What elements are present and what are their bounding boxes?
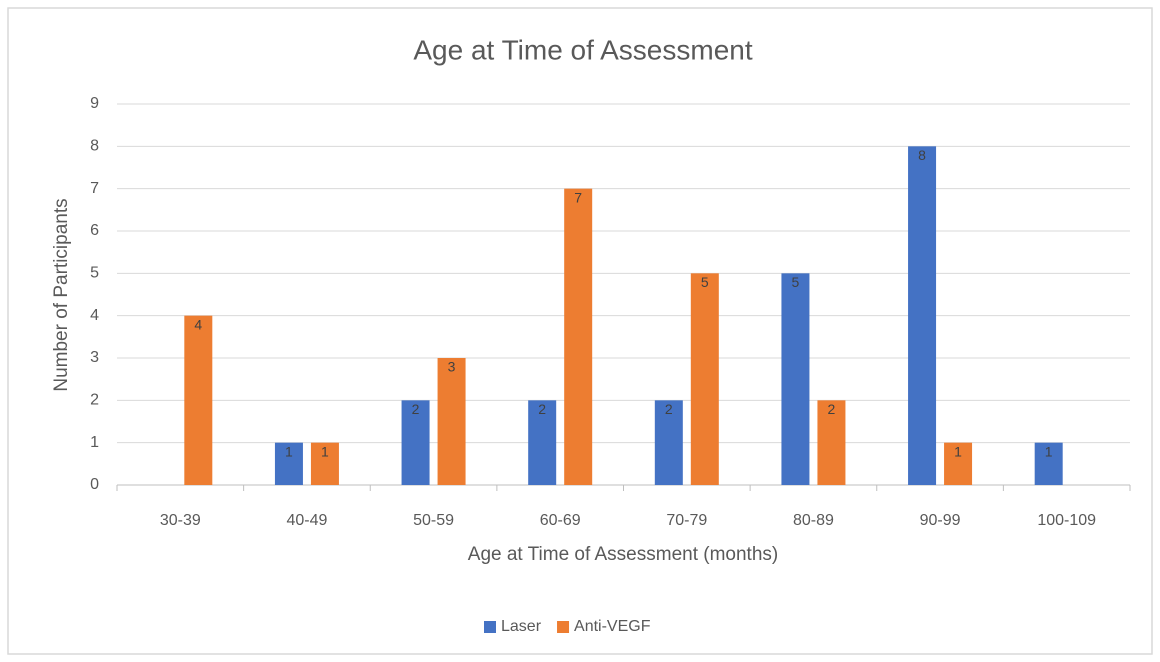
y-tick-label: 8 (90, 138, 99, 155)
y-tick-label: 3 (90, 349, 99, 366)
data-label: 1 (1045, 443, 1053, 459)
data-label: 1 (285, 443, 293, 459)
data-label: 1 (321, 443, 329, 459)
bar (654, 400, 683, 485)
x-axis-title: Age at Time of Assessment (months) (468, 544, 778, 565)
x-tick-label: 30-39 (160, 512, 201, 529)
bar (1034, 442, 1063, 485)
x-tick-label: 60-69 (540, 512, 581, 529)
legend-label: Anti-VEGF (574, 618, 651, 635)
y-tick-label: 4 (90, 307, 99, 324)
chart-title: Age at Time of Assessment (413, 34, 752, 65)
bar (274, 442, 303, 485)
data-label: 2 (665, 401, 673, 417)
bar (690, 273, 719, 485)
bar (908, 146, 937, 486)
data-label: 8 (918, 147, 926, 163)
legend-swatch (484, 621, 496, 633)
legend-label: Laser (501, 618, 542, 635)
x-tick-label: 50-59 (413, 512, 454, 529)
y-tick-label: 6 (90, 222, 99, 239)
x-tick-label: 100-109 (1037, 512, 1096, 529)
bar (817, 400, 846, 485)
bar (944, 442, 973, 485)
bar (310, 442, 339, 485)
x-tick-label: 70-79 (666, 512, 707, 529)
y-tick-label: 1 (90, 434, 99, 451)
data-label: 2 (538, 401, 546, 417)
data-label: 4 (194, 316, 202, 332)
y-axis-title: Number of Participants (51, 198, 72, 391)
bar (564, 188, 593, 485)
data-label: 3 (448, 359, 456, 375)
bar (184, 315, 213, 485)
x-tick-label: 40-49 (286, 512, 327, 529)
bar (437, 358, 466, 485)
data-label: 1 (954, 443, 962, 459)
data-label: 7 (574, 189, 582, 205)
legend-swatch (557, 621, 570, 633)
y-tick-label: 9 (90, 95, 99, 112)
data-label: 2 (828, 401, 836, 417)
y-tick-label: 5 (90, 265, 99, 282)
bar (401, 400, 430, 485)
x-tick-label: 90-99 (920, 512, 961, 529)
y-tick-label: 0 (90, 476, 99, 493)
y-tick-label: 2 (90, 392, 99, 409)
x-tick-label: 80-89 (793, 512, 834, 529)
bar (528, 400, 557, 485)
data-label: 5 (792, 274, 800, 290)
data-label: 5 (701, 274, 709, 290)
y-tick-label: 7 (90, 180, 99, 197)
bar (781, 273, 810, 485)
data-label: 2 (412, 401, 420, 417)
